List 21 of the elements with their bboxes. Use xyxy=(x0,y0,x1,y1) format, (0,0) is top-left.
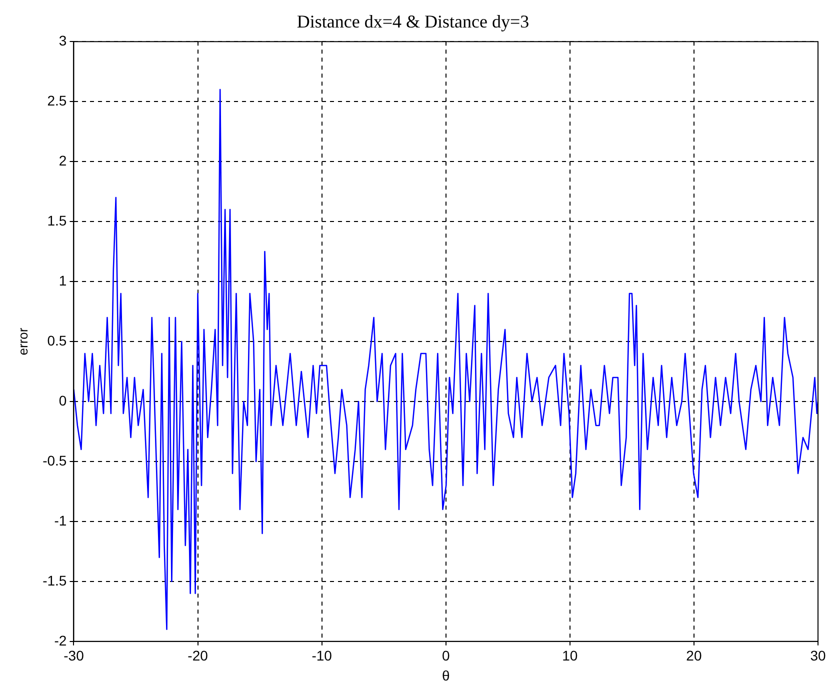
y-tick-label: 3 xyxy=(58,32,67,48)
x-tick-label: -20 xyxy=(188,648,208,664)
y-tick-label: -1 xyxy=(54,512,67,528)
y-axis-title: error xyxy=(15,327,30,356)
y-tick-label: 2.5 xyxy=(47,92,67,108)
y-tick-label: -0.5 xyxy=(42,452,67,468)
y-tick-label: 0.5 xyxy=(47,332,67,348)
y-tick-label: 0 xyxy=(58,392,67,408)
x-tick-label: -10 xyxy=(312,648,332,664)
x-tick-label: 30 xyxy=(810,648,826,664)
x-tick-label: 0 xyxy=(442,648,450,664)
y-tick-label: -2 xyxy=(54,632,67,648)
chart-title: Distance dx=4 & Distance dy=3 xyxy=(296,12,530,32)
y-tick-label: 1.5 xyxy=(47,212,67,228)
x-axis-title: θ xyxy=(442,667,450,684)
y-tick-label: 2 xyxy=(58,152,67,168)
y-tick-label: -1.5 xyxy=(42,572,67,588)
x-tick-label: -30 xyxy=(64,648,84,664)
x-tick-label: 10 xyxy=(562,648,578,664)
y-tick-label: 1 xyxy=(58,272,67,288)
x-tick-label: 20 xyxy=(686,648,702,664)
